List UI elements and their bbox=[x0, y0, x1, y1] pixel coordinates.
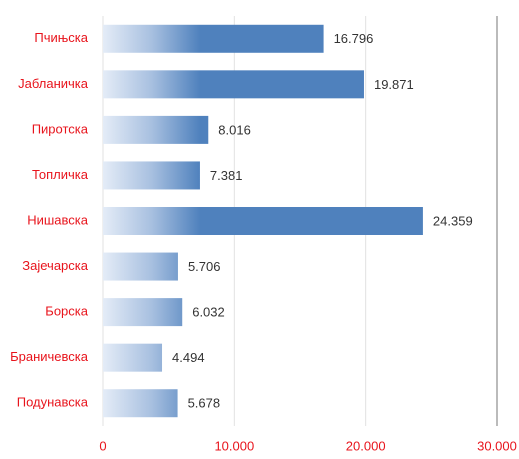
y-tick-label: Пиротска bbox=[32, 121, 89, 136]
value-label: 19.871 bbox=[374, 77, 414, 92]
value-label: 5.678 bbox=[188, 396, 221, 411]
bar bbox=[103, 343, 163, 372]
value-label: 5.706 bbox=[188, 259, 221, 274]
value-label: 8.016 bbox=[218, 122, 251, 137]
y-tick-label: Јабланичка bbox=[18, 76, 89, 91]
value-label: 16.796 bbox=[334, 31, 374, 46]
y-tick-label: Подунавска bbox=[17, 395, 89, 410]
value-label: 7.381 bbox=[210, 168, 243, 183]
y-tick-label: Пчињска bbox=[34, 30, 88, 45]
bar bbox=[103, 161, 200, 190]
x-tick-label: 0 bbox=[99, 438, 106, 453]
bar bbox=[103, 252, 178, 281]
x-tick-label: 20.000 bbox=[346, 438, 386, 453]
x-tick-label: 30.000 bbox=[477, 438, 517, 453]
y-tick-label: Браничевска bbox=[10, 349, 89, 364]
bar bbox=[103, 207, 423, 235]
bar bbox=[103, 389, 178, 418]
x-tick-label: 10.000 bbox=[214, 438, 254, 453]
value-label: 6.032 bbox=[192, 305, 225, 320]
bar bbox=[103, 298, 183, 327]
bar bbox=[103, 24, 324, 53]
value-label: 4.494 bbox=[172, 350, 205, 365]
bar bbox=[103, 115, 209, 144]
y-tick-label: Зајечарска bbox=[22, 258, 88, 273]
y-tick-label: Нишавска bbox=[27, 212, 89, 227]
y-tick-label: Топличка bbox=[32, 167, 89, 182]
value-label: 24.359 bbox=[433, 213, 473, 228]
y-tick-label: Борска bbox=[45, 304, 88, 319]
bar bbox=[103, 70, 364, 99]
